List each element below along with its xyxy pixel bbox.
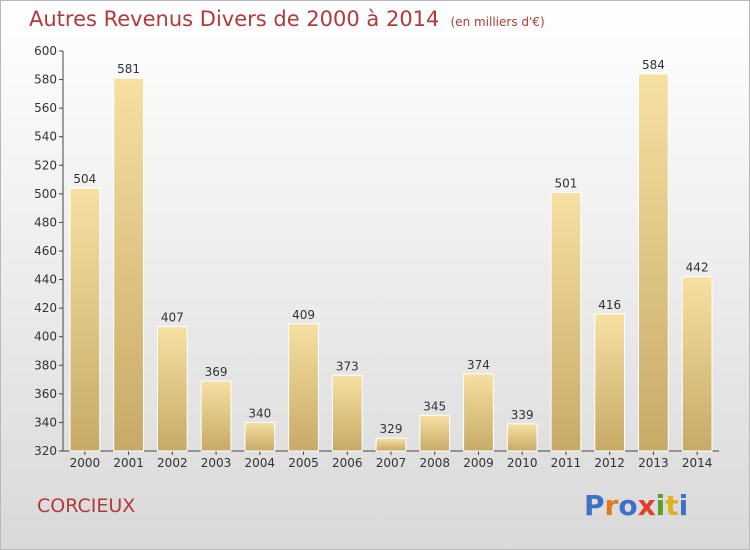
bar-2001 — [113, 77, 144, 452]
bar-2000 — [69, 187, 101, 452]
bar-2012 — [594, 313, 626, 452]
bar-2010 — [506, 423, 538, 452]
x-tick-label: 2007 — [376, 456, 407, 470]
location-label: CORCIEUX — [37, 495, 136, 517]
x-tick-label: 2004 — [245, 456, 276, 470]
y-tick-label: 460 — [34, 244, 57, 258]
bar-2002 — [156, 326, 188, 452]
chart-title-text: Autres Revenus Divers de 2000 à 2014 — [29, 7, 440, 31]
bar-2011 — [550, 191, 582, 452]
chart-title-unit: (en milliers d'€) — [450, 15, 545, 29]
y-tick-label: 580 — [34, 73, 57, 87]
data-label: 409 — [292, 308, 315, 322]
y-axis: 320 340 360 380 400 420 440 460 480 500 520 540 560 5… — [34, 44, 64, 458]
y-tick-label: 420 — [34, 301, 57, 315]
y-tick-label: 520 — [34, 158, 57, 172]
logo-letter: P — [584, 489, 605, 522]
x-tick-label: 2003 — [201, 456, 232, 470]
proxiti-logo: Proxiti — [584, 489, 688, 522]
data-label: 504 — [73, 172, 96, 186]
y-tick-label: 360 — [34, 387, 57, 401]
x-tick-label: 2005 — [288, 456, 319, 470]
bar-2013 — [638, 73, 669, 452]
bar-2007 — [375, 437, 407, 452]
data-label: 369 — [205, 365, 228, 379]
logo-letter: x — [637, 489, 656, 522]
chart-title: Autres Revenus Divers de 2000 à 2014 (en… — [29, 7, 545, 31]
data-label: 501 — [554, 176, 577, 190]
logo-letter: o — [618, 489, 638, 522]
bar-2006 — [331, 374, 363, 452]
y-tick-label: 480 — [34, 215, 57, 229]
logo-letter: t — [665, 489, 679, 522]
y-tick-label: 320 — [34, 444, 57, 458]
bar-2003 — [200, 380, 232, 452]
logo-letter: i — [655, 489, 666, 522]
y-tick-label: 380 — [34, 358, 57, 372]
y-tick-label: 600 — [34, 44, 57, 58]
bar-2004 — [244, 421, 276, 452]
x-tick-label: 2009 — [463, 456, 494, 470]
data-label: 329 — [380, 422, 403, 436]
data-label: 345 — [423, 399, 446, 413]
data-label: 373 — [336, 359, 359, 373]
x-tick-label: 2010 — [507, 456, 538, 470]
data-label: 416 — [598, 298, 621, 312]
data-label: 340 — [248, 406, 271, 420]
data-label: 584 — [642, 58, 665, 72]
x-tick-label: 2002 — [157, 456, 188, 470]
x-tick-label: 2001 — [113, 456, 144, 470]
y-tick-label: 400 — [34, 330, 57, 344]
data-label: 374 — [467, 358, 490, 372]
logo-letter: i — [678, 489, 689, 522]
bar-2005 — [288, 323, 319, 452]
y-tick-label: 500 — [34, 187, 57, 201]
bar-2009 — [463, 373, 494, 452]
x-tick-label: 2013 — [638, 456, 669, 470]
data-label: 442 — [686, 261, 709, 275]
x-tick-label: 2014 — [682, 456, 713, 470]
x-tick-label: 2006 — [332, 456, 363, 470]
bar-2014 — [681, 276, 713, 452]
x-tick-label: 2012 — [594, 456, 625, 470]
bar-2008 — [419, 414, 451, 452]
y-tick-label: 540 — [34, 130, 57, 144]
logo-letter: r — [604, 489, 619, 522]
x-tick-label: 2011 — [551, 456, 582, 470]
x-tick-label: 2000 — [70, 456, 101, 470]
y-tick-label: 440 — [34, 273, 57, 287]
data-label: 407 — [161, 311, 184, 325]
bars: 504 581 407 369 340 409 373 329 345 374 339 501 416 5… — [69, 58, 713, 452]
y-tick-label: 560 — [34, 101, 57, 115]
data-label: 581 — [117, 62, 140, 76]
x-axis: 2000 2001 2002 2003 2004 2005 2006 2007 2008 2009… — [63, 450, 719, 470]
data-label: 339 — [511, 408, 534, 422]
y-tick-label: 340 — [34, 415, 57, 429]
x-tick-label: 2008 — [419, 456, 450, 470]
